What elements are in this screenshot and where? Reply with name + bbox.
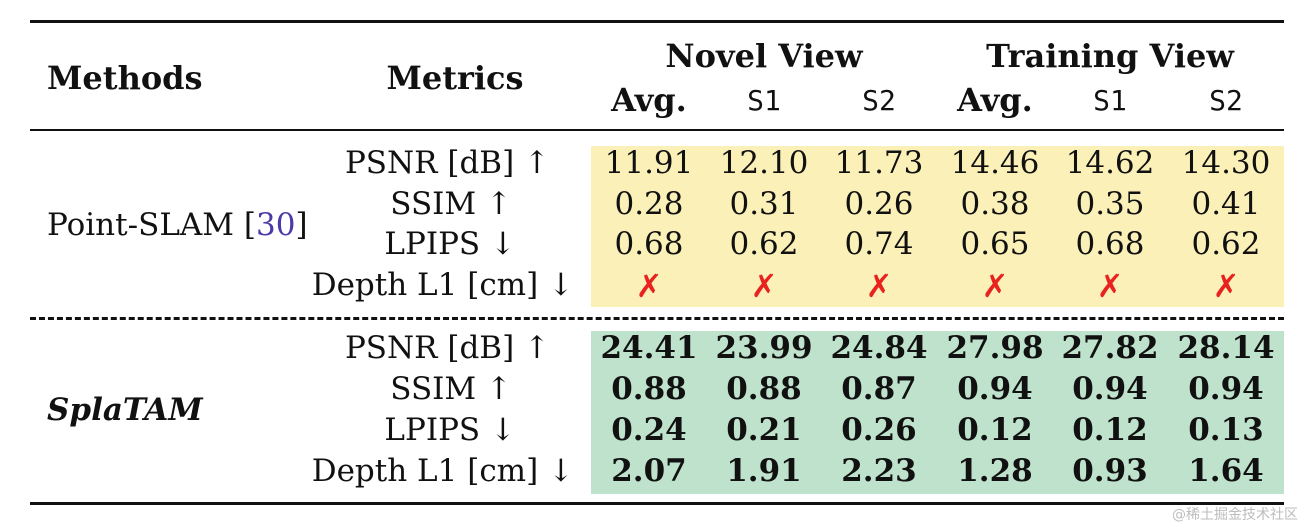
cell-value: 0.65: [960, 226, 1030, 262]
cross-icon: ✗: [981, 267, 1009, 305]
metric-label: Depth L1 [cm] ↓: [311, 267, 574, 303]
cross-icon: ✗: [1212, 267, 1240, 305]
cell-value: 0.28: [614, 186, 684, 222]
cell-value: 0.74: [844, 226, 914, 262]
cell-value: 0.13: [1188, 412, 1264, 448]
cell-value: 0.35: [1075, 186, 1145, 222]
method-point-slam: Point-SLAM [30]: [47, 210, 308, 241]
cell-value: 27.82: [1061, 330, 1159, 366]
metric-label: SSIM ↑: [390, 186, 512, 222]
watermark: @稀土掘金技术社区: [1172, 507, 1298, 523]
bottom-rule: [30, 502, 1284, 505]
cell-value: 0.68: [1075, 226, 1145, 262]
training-view-header: Training View: [986, 37, 1234, 75]
point-slam-highlight: [591, 146, 1284, 307]
cell-value: 1.28: [957, 453, 1033, 489]
cell-value: 0.87: [841, 371, 917, 407]
cell-value: 23.99: [715, 330, 813, 366]
cell-value: 0.41: [1191, 186, 1261, 222]
splatam-highlight: [591, 331, 1284, 494]
top-rule: [30, 20, 1284, 23]
cell-value: 24.84: [830, 330, 928, 366]
cell-value: 1.64: [1188, 453, 1264, 489]
cell-value: 0.94: [1188, 371, 1264, 407]
cell-value: 24.41: [600, 330, 698, 366]
cross-icon: ✗: [750, 267, 778, 305]
method-name: Point-SLAM [: [47, 207, 256, 243]
group-separator: [30, 317, 1284, 320]
cell-value: 0.62: [729, 226, 799, 262]
metric-label: LPIPS ↓: [384, 412, 516, 448]
cell-value: 0.12: [1072, 412, 1148, 448]
cell-value: 11.91: [604, 145, 694, 181]
cell-value: 14.46: [950, 145, 1040, 181]
cell-value: 0.68: [614, 226, 684, 262]
cell-value: 1.91: [726, 453, 802, 489]
subcol-training-s2: S2: [1209, 84, 1243, 117]
subcol-novel-s2: S2: [862, 84, 896, 117]
cell-value: 14.62: [1065, 145, 1155, 181]
cell-value: 27.98: [946, 330, 1044, 366]
cell-value: 0.24: [611, 412, 687, 448]
metric-label: Depth L1 [cm] ↓: [311, 453, 574, 489]
metric-label: LPIPS ↓: [384, 226, 516, 262]
cell-value: 0.31: [729, 186, 799, 222]
cell-value: 0.88: [611, 371, 687, 407]
cell-value: 14.30: [1181, 145, 1271, 181]
cell-value: 0.94: [957, 371, 1033, 407]
metric-label: PSNR [dB] ↑: [344, 145, 550, 181]
methods-header: Methods: [47, 59, 203, 97]
subcol-novel-avg: Avg.: [611, 81, 687, 119]
subcol-training-avg: Avg.: [957, 81, 1033, 119]
header-rule: [30, 129, 1284, 131]
metric-label: PSNR [dB] ↑: [344, 330, 550, 366]
cell-value: 12.10: [719, 145, 809, 181]
cell-value: 0.21: [726, 412, 802, 448]
cell-value: 0.93: [1072, 453, 1148, 489]
method-splatam: SplaTAM: [47, 392, 203, 428]
cross-icon: ✗: [865, 267, 893, 305]
cross-icon: ✗: [635, 267, 663, 305]
cell-value: 28.14: [1177, 330, 1275, 366]
metric-label: SSIM ↑: [390, 371, 512, 407]
cell-value: 11.73: [834, 145, 924, 181]
cell-value: 0.94: [1072, 371, 1148, 407]
cell-value: 0.88: [726, 371, 802, 407]
cell-value: 0.38: [960, 186, 1030, 222]
cell-value: 2.07: [611, 453, 687, 489]
method-bracket: ]: [295, 207, 308, 243]
cell-value: 2.23: [841, 453, 917, 489]
subcol-training-s1: S1: [1093, 84, 1127, 117]
cell-value: 0.12: [957, 412, 1033, 448]
cell-value: 0.26: [844, 186, 914, 222]
cross-icon: ✗: [1096, 267, 1124, 305]
cell-value: 0.26: [841, 412, 917, 448]
cell-value: 0.62: [1191, 226, 1261, 262]
subcol-novel-s1: S1: [747, 84, 781, 117]
novel-view-header: Novel View: [665, 37, 863, 75]
citation-link[interactable]: 30: [255, 207, 296, 243]
metrics-header: Metrics: [386, 59, 524, 97]
